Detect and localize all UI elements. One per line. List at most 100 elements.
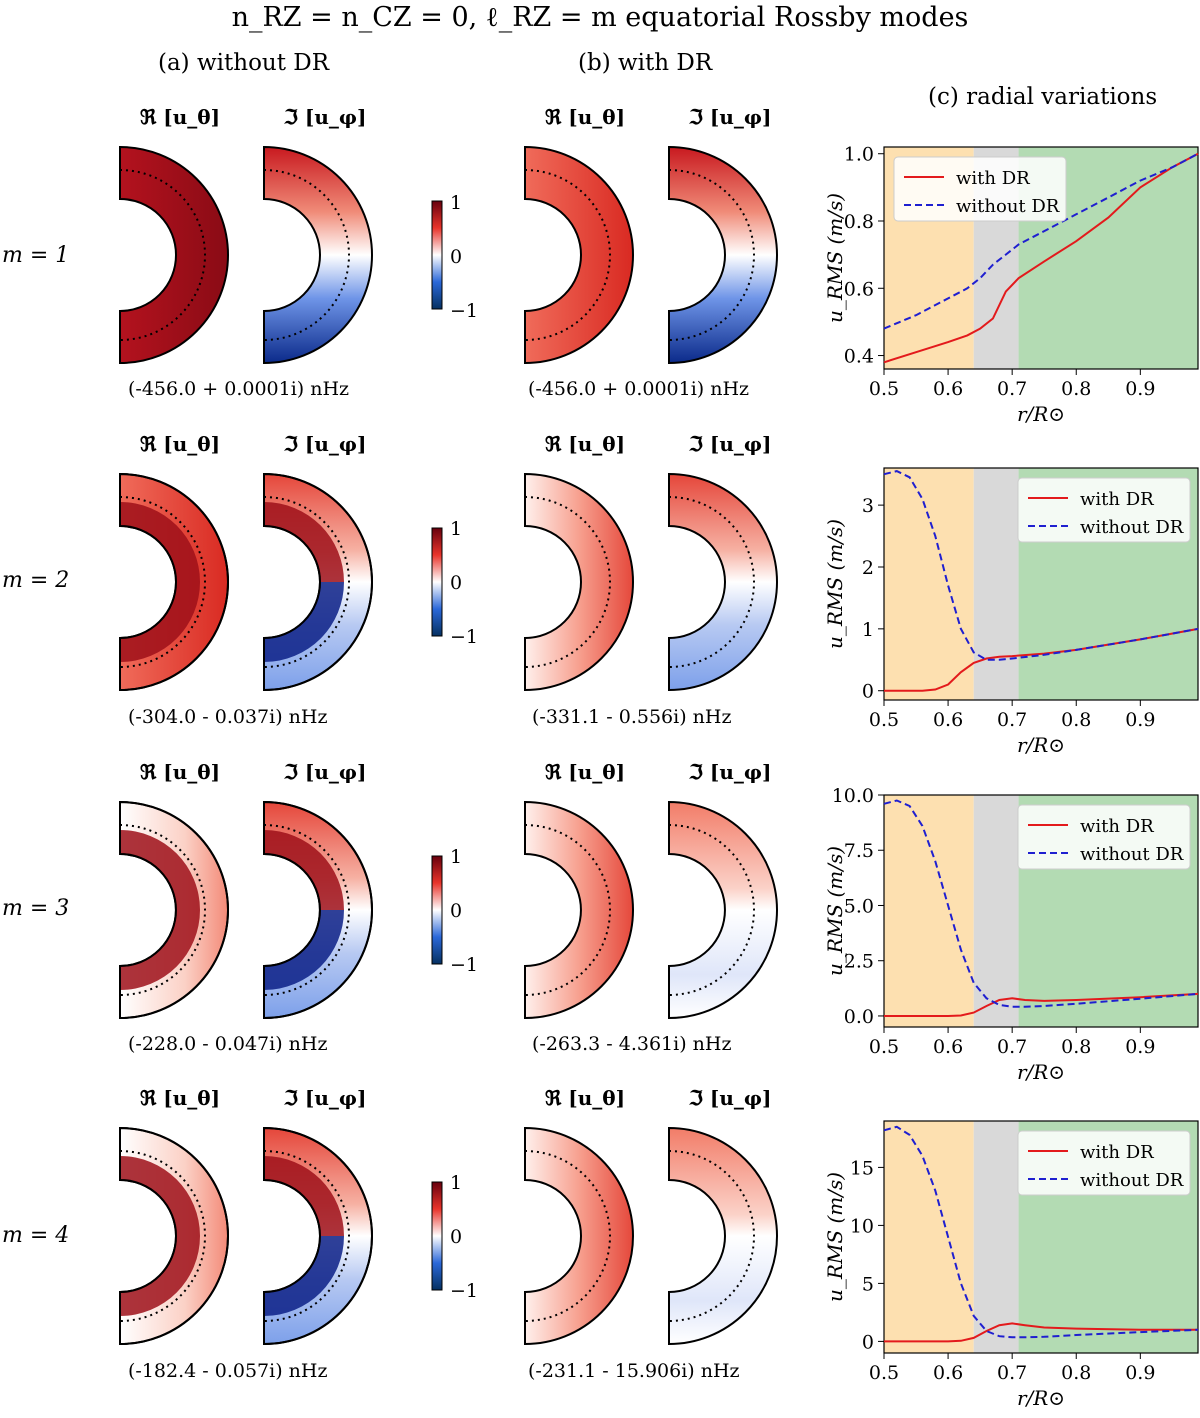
x-tick-label: 0.9 — [1125, 378, 1155, 400]
y-tick-label: 1 — [862, 619, 874, 641]
y-axis-label: u_RMS (m/s) — [823, 1172, 847, 1302]
x-tick-label: 0.6 — [933, 378, 963, 400]
tachocline-circle — [668, 169, 755, 341]
shell-panel-r1-c4 — [668, 145, 778, 365]
y-tick-label: 10.0 — [832, 785, 874, 807]
cb1-tick-max: 1 — [450, 192, 463, 214]
tachocline-circle — [524, 1150, 611, 1322]
shell-panel-r2-c1 — [119, 472, 229, 692]
region-tachocline — [973, 1121, 1019, 1353]
row-label-m2: m = 2 — [2, 568, 70, 593]
shell-panel-r4-c3 — [524, 1126, 634, 1346]
y-tick-label: 5 — [862, 1273, 874, 1295]
freq-with-m4: (-231.1 - 15.906i) nHz — [528, 1360, 740, 1382]
cb3-tick-mid: 0 — [450, 900, 463, 922]
tachocline-circle — [119, 824, 206, 996]
inner-band — [120, 1156, 200, 1316]
tachocline-circle — [524, 824, 611, 996]
shell-panel-r2-c3 — [524, 472, 634, 692]
shell-fill — [668, 800, 778, 1020]
plot-frame — [883, 146, 1199, 370]
row-label-m3: m = 3 — [2, 896, 70, 921]
region-tachocline — [973, 468, 1019, 700]
region-radiative — [884, 1121, 974, 1353]
colorbar-row3 — [431, 855, 443, 965]
y-tick-label: 10 — [850, 1215, 874, 1237]
chart-2: 0.5 0.6 0.7 0.8 0.9 0 1 2 3 r/R⊙ u_RMS (m/s) with D… — [823, 467, 1199, 757]
shell-fill — [263, 145, 373, 365]
shell-panel-r3-c1 — [119, 800, 229, 1020]
tachocline-circle — [668, 496, 755, 668]
legend-label: with DR — [956, 168, 1030, 189]
label-imag-a4: ℑ [u_φ] — [284, 1086, 367, 1110]
x-tick-label: 0.5 — [869, 709, 899, 731]
column-a-title: (a) without DR — [158, 50, 330, 76]
series-without-dr — [883, 470, 1199, 661]
freq-without-m1: (-456.0 + 0.0001i) nHz — [128, 378, 350, 400]
x-tick-label: 0.8 — [1061, 1036, 1091, 1058]
chart-1: 0.5 0.6 0.7 0.8 0.9 0.4 0.6 0.8 1.0 r/R⊙ u_RMS (m/… — [823, 144, 1199, 426]
x-tick-label: 0.7 — [997, 709, 1027, 731]
shell-fill — [524, 1126, 634, 1346]
series-without-dr — [883, 1125, 1199, 1339]
shell-fill — [524, 472, 634, 692]
tachocline-circle — [524, 496, 611, 668]
freq-without-m2: (-304.0 - 0.037i) nHz — [128, 706, 328, 728]
x-axis-label: r/R⊙ — [1017, 402, 1065, 426]
row-label-m4: m = 4 — [2, 1223, 70, 1248]
freq-with-m1: (-456.0 + 0.0001i) nHz — [528, 378, 750, 400]
figure-title: n_RZ = n_CZ = 0, ℓ_RZ = m equatorial Ros… — [231, 2, 969, 33]
y-tick-label: 0.0 — [844, 1006, 874, 1028]
shell-outline — [263, 800, 373, 1020]
x-tick-label: 0.9 — [1125, 709, 1155, 731]
cb2-tick-max: 1 — [450, 518, 463, 540]
inner-band — [120, 830, 200, 990]
chart-3: 0.5 0.6 0.7 0.8 0.9 0.0 2.5 5.0 7.5 10.0 r/R⊙ u_RMS… — [823, 785, 1199, 1084]
cb3-tick-min: −1 — [450, 954, 479, 976]
tachocline-circle — [119, 496, 206, 668]
cb4-tick-min: −1 — [450, 1280, 479, 1302]
y-tick-label: 2.5 — [844, 951, 874, 973]
plot-frame — [883, 1120, 1199, 1354]
column-b-title: (b) with DR — [578, 50, 713, 76]
shell-panel-r3-c3 — [524, 800, 634, 1020]
label-real-b2: ℜ [u_θ] — [545, 432, 626, 456]
tachocline-circle — [668, 1150, 755, 1322]
label-imag-b3: ℑ [u_φ] — [689, 760, 772, 784]
series-with-dr — [884, 1322, 1198, 1343]
cb1-tick-mid: 0 — [450, 246, 463, 268]
shell-panel-r1-c3 — [524, 145, 634, 365]
x-tick-label: 0.8 — [1061, 1362, 1091, 1384]
x-tick-label: 0.7 — [997, 1362, 1027, 1384]
shell-fill — [524, 800, 634, 1020]
tachocline-circle — [668, 824, 755, 996]
freq-with-m3: (-263.3 - 4.361i) nHz — [532, 1033, 732, 1055]
series-without-dr — [883, 799, 1199, 1008]
x-tick-label: 0.9 — [1125, 1362, 1155, 1384]
label-real-a2: ℜ [u_θ] — [140, 432, 221, 456]
shell-outline — [263, 1126, 373, 1346]
shell-fill — [119, 145, 229, 365]
shell-panel-r2-c2 — [263, 472, 373, 692]
shell-outline — [119, 1126, 229, 1346]
tachocline-circle — [263, 169, 350, 341]
cb1-tick-min: −1 — [450, 300, 479, 322]
plot-frame — [883, 794, 1199, 1028]
shell-panel-r3-c2 — [263, 800, 373, 1020]
region-radiative — [884, 795, 974, 1027]
tachocline-circle — [119, 169, 206, 341]
y-tick-label: 5.0 — [844, 895, 874, 917]
label-imag-b4: ℑ [u_φ] — [689, 1086, 772, 1110]
label-imag-a3: ℑ [u_φ] — [284, 760, 367, 784]
label-real-b1: ℜ [u_θ] — [545, 105, 626, 129]
y-tick-label: 3 — [862, 495, 874, 517]
cb2-tick-min: −1 — [450, 626, 479, 648]
y-tick-label: 1.0 — [844, 144, 874, 166]
freq-without-m3: (-228.0 - 0.047i) nHz — [128, 1033, 328, 1055]
x-tick-label: 0.5 — [869, 1362, 899, 1384]
shell-fill — [668, 472, 778, 692]
region-radiative — [884, 468, 974, 700]
x-tick-label: 0.9 — [1125, 1036, 1155, 1058]
y-tick-label: 0 — [862, 681, 874, 703]
x-tick-label: 0.7 — [997, 1036, 1027, 1058]
